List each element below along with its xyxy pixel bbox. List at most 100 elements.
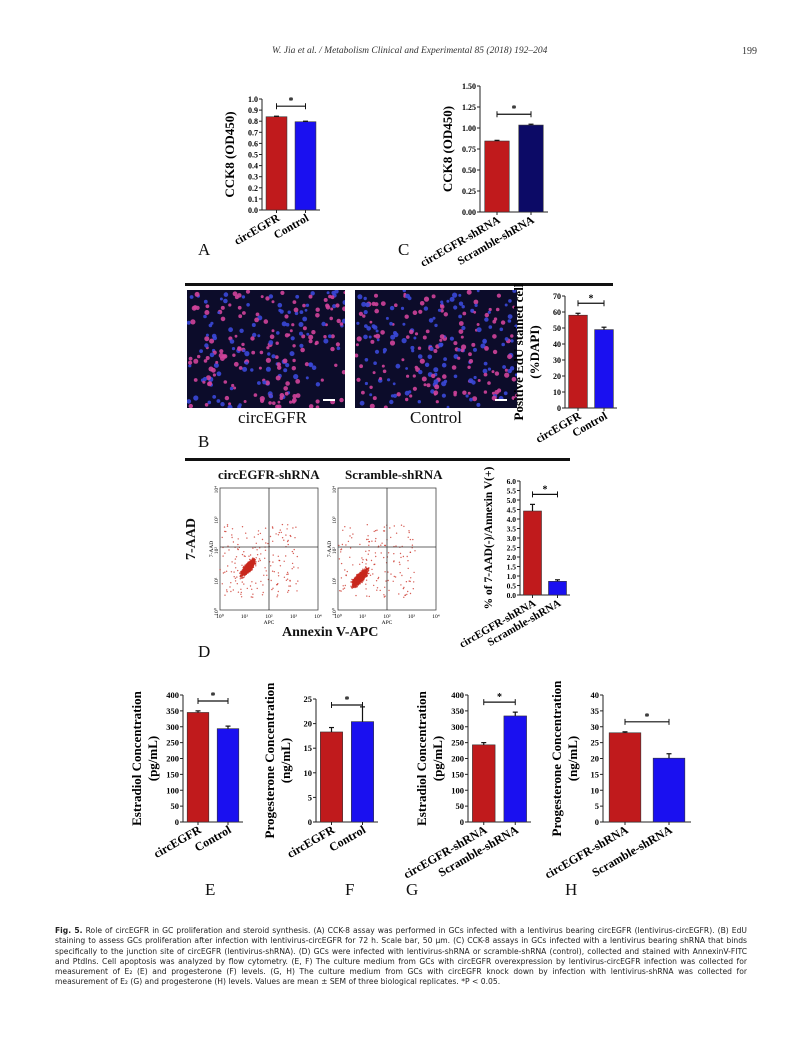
nucleus — [203, 359, 208, 363]
event-dot — [395, 545, 397, 547]
event-dot — [269, 535, 272, 538]
event-dot — [340, 562, 343, 565]
nucleus — [302, 326, 307, 331]
nucleus — [423, 383, 427, 387]
x-tick-label: 10¹ — [241, 614, 249, 620]
nucleus — [283, 386, 288, 391]
nucleus — [457, 348, 461, 352]
nucleus — [265, 357, 271, 363]
event-dot — [365, 558, 367, 561]
y-tick-label: 1.0 — [507, 572, 517, 581]
y-tick-label: 10 — [591, 785, 600, 795]
event-dot — [371, 568, 373, 571]
significance-marker: * — [345, 695, 350, 706]
event-dot — [388, 589, 390, 592]
event-dot — [362, 573, 364, 575]
y-tick-label: 0 — [595, 817, 599, 827]
nucleus — [294, 311, 299, 316]
nucleus — [400, 306, 405, 310]
nucleus — [211, 367, 216, 373]
y-tick-label: 0.00 — [462, 208, 476, 217]
y-tick-label: 10³ — [332, 516, 338, 524]
nucleus — [209, 352, 215, 358]
flow-x-axis-label: Annexin V-APC — [282, 625, 379, 640]
y-tick-label: 150 — [166, 769, 179, 779]
bar-circegfr — [186, 712, 210, 823]
nucleus — [375, 329, 379, 333]
nucleus — [334, 363, 338, 367]
y-tick-label: 0.0 — [248, 206, 258, 215]
nucleus — [408, 390, 412, 394]
nucleus — [488, 325, 493, 329]
event-dot — [225, 570, 228, 572]
nucleus — [186, 320, 191, 325]
y-tick-label: 0.75 — [462, 145, 476, 154]
event-dot — [351, 537, 353, 539]
nucleus — [476, 402, 481, 407]
nucleus — [418, 309, 423, 314]
nucleus — [373, 334, 377, 338]
y-axis-label: Progesterone Concentration — [549, 680, 564, 837]
event-dot — [359, 571, 362, 574]
nucleus — [231, 383, 235, 388]
event-dot — [224, 552, 226, 554]
nucleus — [482, 368, 488, 374]
event-dot — [285, 579, 288, 581]
nucleus — [461, 344, 467, 350]
y-tick-label: 0.4 — [248, 162, 258, 171]
nucleus — [219, 297, 223, 301]
chart-e: 050100150200250300350400circEGFRControl*… — [129, 690, 243, 861]
nucleus — [299, 310, 304, 314]
nucleus — [385, 316, 389, 320]
event-dot — [261, 538, 264, 541]
y-tick-label: 1.5 — [507, 563, 517, 572]
event-dot — [265, 542, 267, 544]
nucleus — [228, 303, 232, 307]
event-dot — [342, 588, 344, 590]
nucleus — [451, 365, 457, 370]
nucleus — [472, 396, 478, 402]
event-dot — [365, 588, 367, 590]
event-dot — [363, 568, 366, 570]
nucleus — [204, 310, 210, 315]
event-dot — [260, 580, 262, 583]
event-dot — [271, 588, 273, 591]
event-dot — [256, 549, 258, 551]
nucleus — [380, 301, 386, 306]
nucleus — [292, 344, 296, 348]
chart-h: 0510152025303540circEGFR-shRNAScramble-s… — [542, 680, 691, 881]
nucleus — [411, 349, 415, 353]
y-tick-label: 5 — [308, 792, 312, 802]
event-dot — [230, 582, 232, 584]
nucleus — [234, 334, 238, 338]
event-dot — [243, 568, 245, 570]
nucleus — [427, 354, 433, 360]
y-tick-label: 3.5 — [507, 525, 517, 534]
nucleus — [282, 358, 288, 364]
nucleus — [321, 321, 326, 327]
nucleus — [428, 318, 434, 323]
panel-label-f: F — [345, 880, 355, 899]
nucleus — [295, 379, 301, 384]
event-dot — [399, 563, 401, 566]
event-dot — [255, 557, 257, 559]
nucleus — [246, 303, 250, 307]
event-dot — [289, 579, 291, 582]
nucleus — [483, 372, 488, 377]
nucleus — [466, 289, 472, 295]
y-axis-label: Estradiol Concentration — [129, 690, 144, 825]
y-tick-label: 200 — [451, 754, 464, 764]
event-dot — [281, 537, 284, 539]
x-tick-label: 10² — [383, 614, 391, 620]
nucleus — [292, 300, 297, 304]
event-dot — [376, 529, 378, 531]
nucleus — [487, 310, 491, 314]
nucleus — [462, 390, 467, 395]
y-tick-label: 2.5 — [507, 544, 517, 553]
nucleus — [361, 390, 365, 395]
nucleus — [310, 291, 315, 296]
event-dot — [372, 573, 374, 575]
event-dot — [246, 568, 248, 571]
event-dot — [380, 544, 382, 546]
